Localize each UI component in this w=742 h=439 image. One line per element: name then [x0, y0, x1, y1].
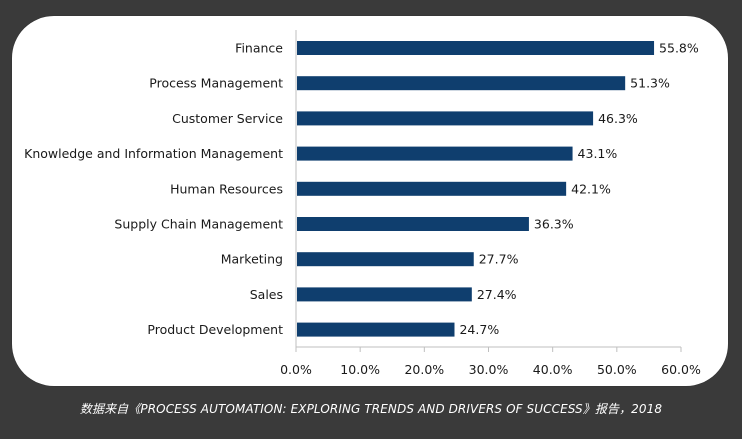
category-label: Customer Service — [172, 111, 283, 126]
category-label: Knowledge and Information Management — [24, 146, 283, 161]
value-labels-group: 55.8% 51.3% 46.3% 43.1% 42.1% 36.3% 27.7% 27.4%… — [459, 41, 698, 338]
bars-group — [297, 41, 655, 337]
x-tick-label: 60.0% — [661, 362, 701, 377]
value-label: 43.1% — [578, 146, 618, 161]
category-labels-group: Finance Process Management Customer Servic… — [24, 41, 283, 338]
x-tick-label: 10.0% — [340, 362, 380, 377]
x-tick-label: 50.0% — [597, 362, 637, 377]
value-label: 51.3% — [630, 76, 670, 91]
value-label: 27.7% — [479, 252, 519, 267]
category-label: Finance — [235, 41, 283, 56]
x-tick-label: 30.0% — [469, 362, 509, 377]
x-tick-label: 20.0% — [404, 362, 444, 377]
category-label: Human Resources — [170, 181, 283, 196]
bar — [297, 322, 455, 337]
bar — [297, 181, 567, 196]
x-tick-label: 40.0% — [533, 362, 573, 377]
value-label: 24.7% — [459, 322, 499, 337]
value-label: 42.1% — [571, 181, 611, 196]
value-label: 36.3% — [534, 217, 574, 232]
source-caption: 数据来自《PROCESS AUTOMATION: EXPLORING TREND… — [79, 402, 663, 416]
value-label: 27.4% — [477, 287, 517, 302]
category-label: Supply Chain Management — [114, 217, 283, 232]
category-label: Process Management — [149, 76, 283, 91]
bar — [297, 111, 594, 126]
value-label: 55.8% — [659, 41, 699, 56]
category-label: Marketing — [221, 252, 283, 267]
bar — [297, 76, 626, 91]
bar — [297, 252, 474, 267]
value-label: 46.3% — [598, 111, 638, 126]
x-tick-label: 0.0% — [280, 362, 312, 377]
x-axis: 0.0% 10.0% 20.0% 30.0% 40.0% 50.0% 60.0% — [280, 30, 701, 377]
bar — [297, 287, 472, 302]
bar — [297, 217, 529, 231]
bar — [297, 146, 573, 161]
category-label: Sales — [250, 287, 283, 302]
bar — [297, 41, 655, 55]
category-label: Product Development — [147, 322, 283, 337]
